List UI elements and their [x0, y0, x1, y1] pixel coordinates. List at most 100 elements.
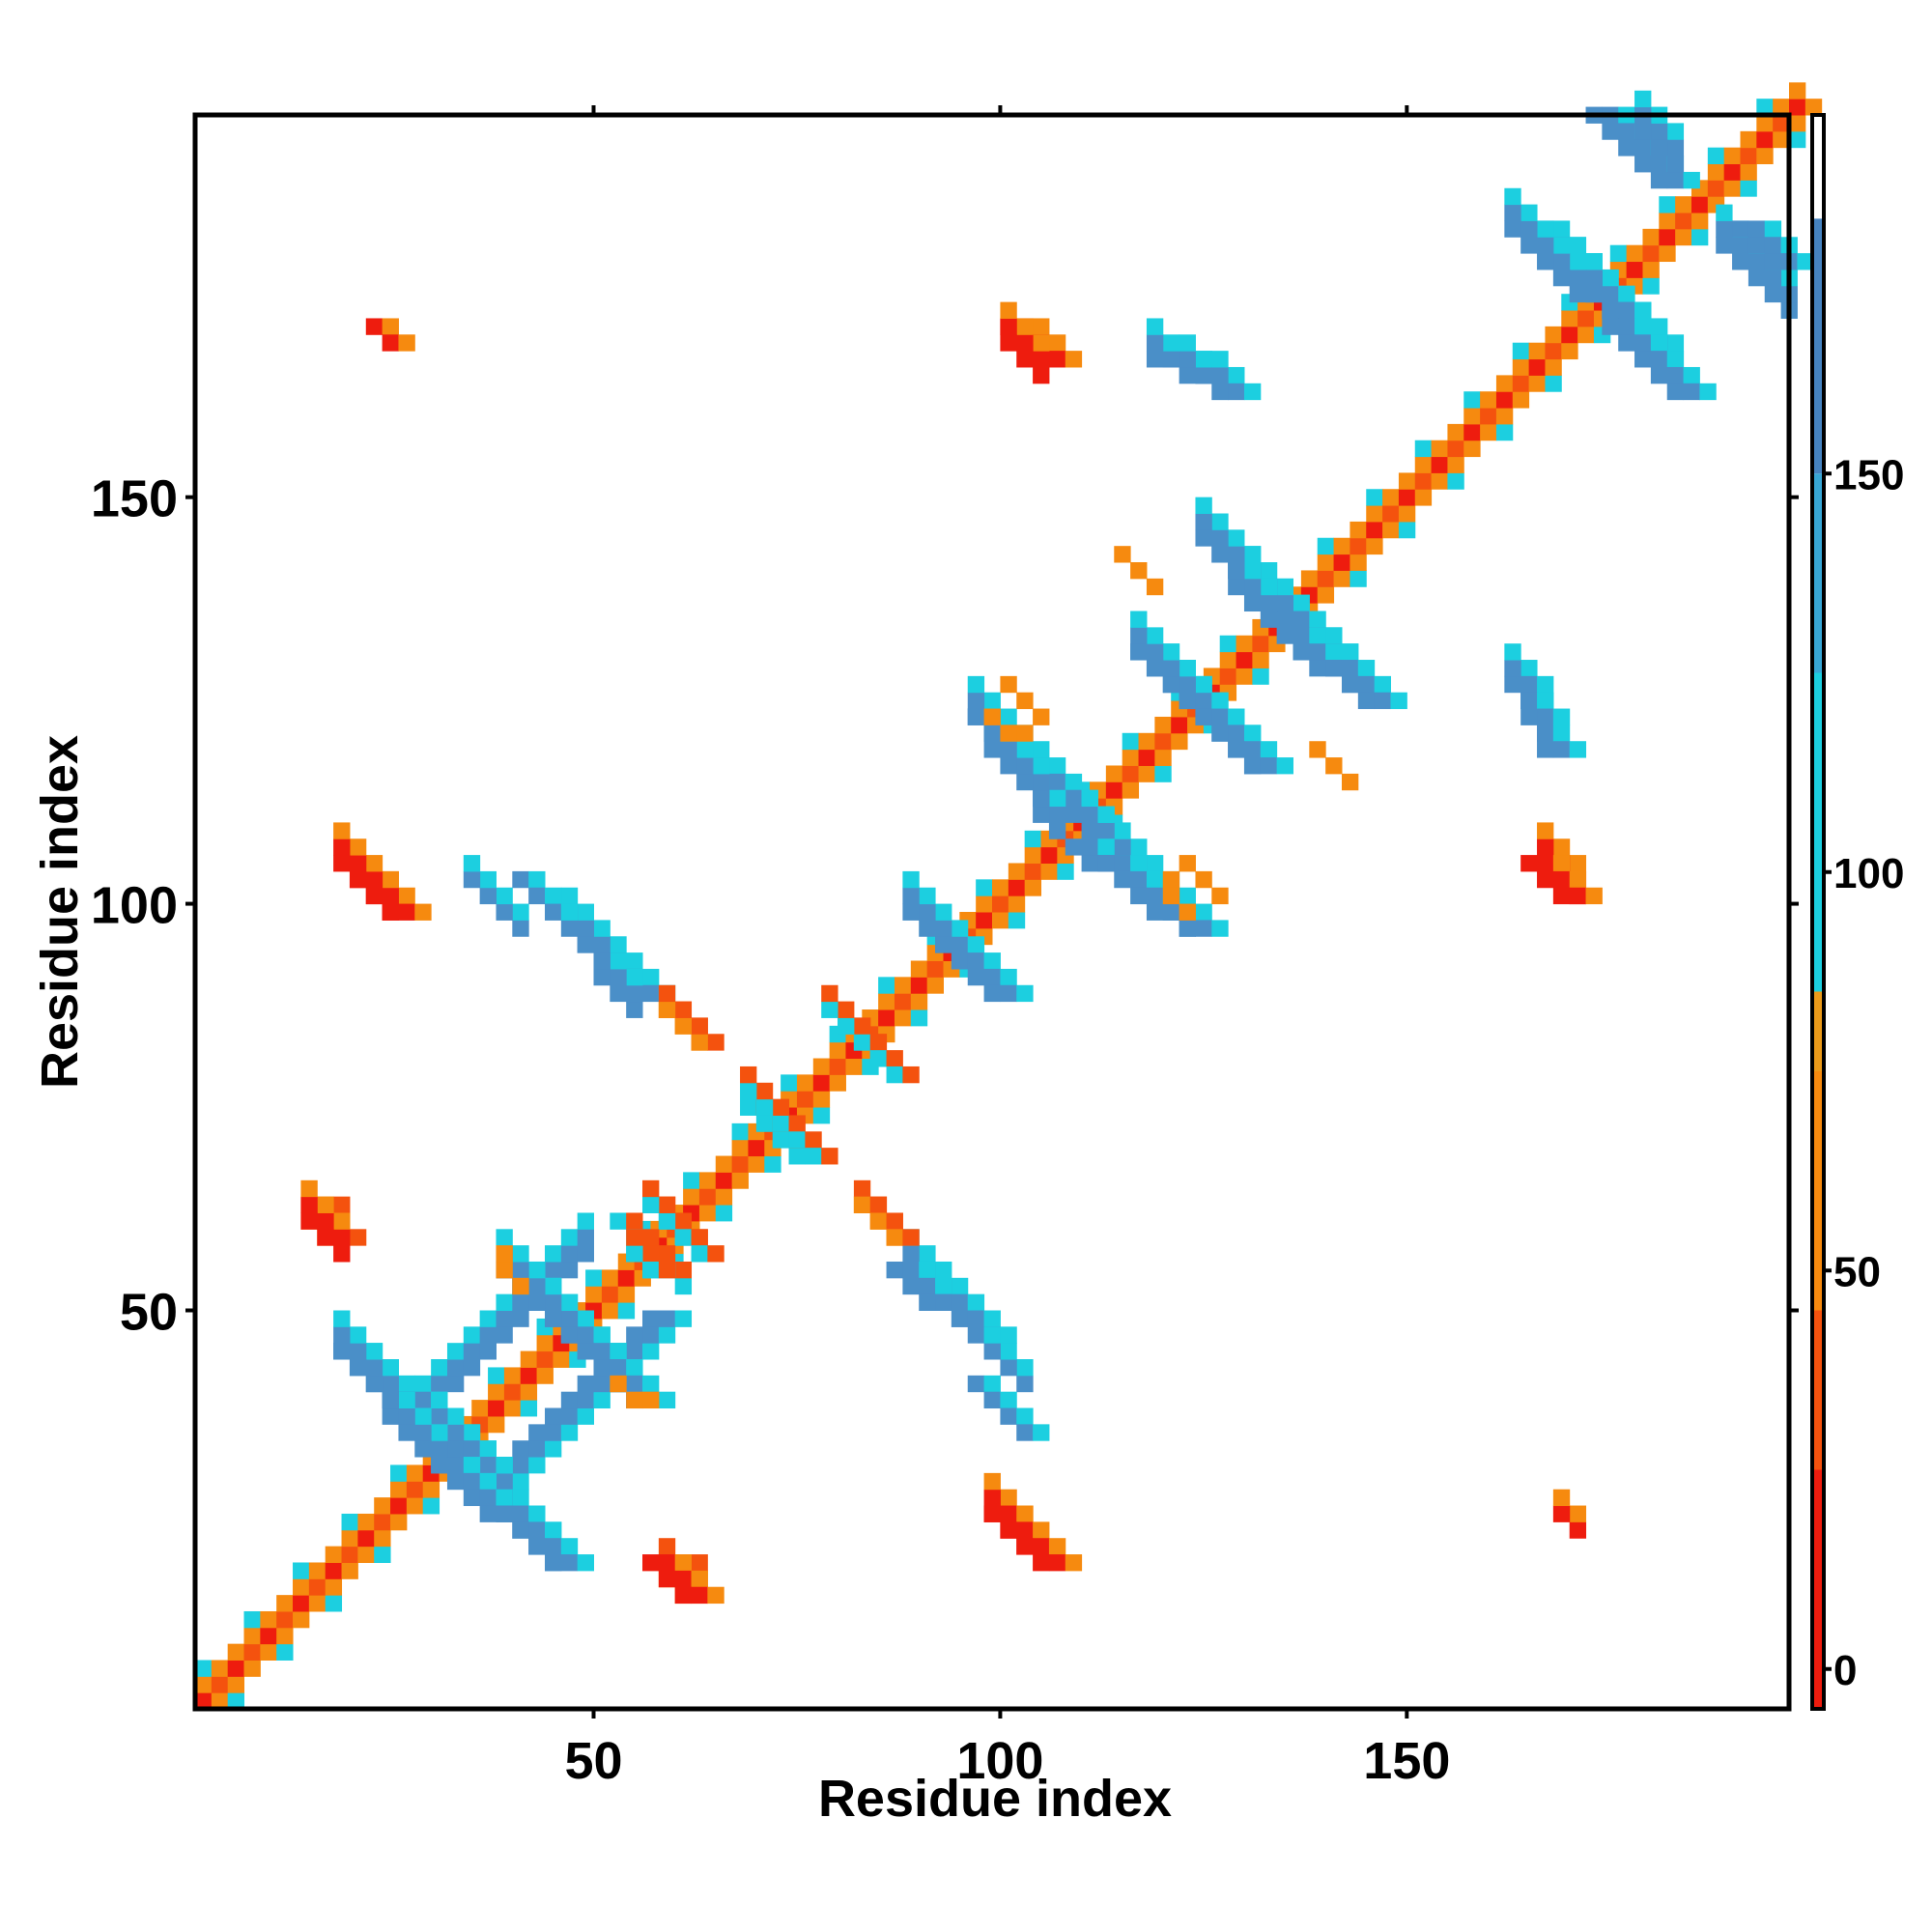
diagonal-cell: [1024, 846, 1042, 864]
contact-cell: [1000, 318, 1017, 335]
diagonal-cell: [390, 1513, 408, 1531]
contact-cell: [1195, 708, 1212, 725]
diagonal-cell: [1317, 537, 1335, 555]
contact-cell: [1537, 822, 1554, 839]
contact-cell: [577, 1212, 594, 1230]
contact-cell: [300, 1212, 318, 1230]
contact-cell: [951, 952, 969, 970]
diagonal-cell: [812, 1074, 831, 1092]
contact-cell: [1179, 855, 1196, 872]
diagonal-cell: [357, 1513, 375, 1531]
contact-cell: [1747, 237, 1766, 254]
diagonal-cell: [325, 1562, 343, 1579]
diagonal-cell: [325, 1546, 343, 1563]
contact-cell: [1552, 269, 1571, 287]
contact-cell: [951, 920, 969, 937]
diagonal-cell: [764, 1155, 781, 1173]
diagonal-cell: [325, 1595, 343, 1612]
contact-cell: [1048, 757, 1066, 775]
contact-cell: [1048, 1554, 1066, 1572]
contact-cell: [431, 1375, 448, 1393]
diagonal-cell: [781, 1074, 798, 1092]
contact-cell: [853, 1034, 871, 1051]
diagonal-cell: [1382, 489, 1400, 506]
diagonal-cell: [748, 1139, 765, 1157]
contact-cell: [626, 1375, 643, 1393]
contact-cell: [1260, 562, 1278, 580]
diagonal-cell: [1659, 228, 1676, 246]
contact-cell: [1081, 838, 1098, 856]
contact-cell: [512, 1245, 529, 1263]
diagonal-cell: [341, 1529, 358, 1548]
contact-cell: [658, 1261, 676, 1279]
contact-cell: [983, 1391, 1001, 1409]
contact-cell: [886, 1065, 903, 1084]
contact-cell: [1276, 757, 1293, 775]
contact-cell: [365, 1359, 384, 1377]
diagonal-cell: [1350, 554, 1367, 571]
contact-cell: [1618, 139, 1635, 156]
contact-cell: [512, 1261, 529, 1279]
contact-cell: [1552, 724, 1571, 742]
diagonal-cell: [1414, 440, 1433, 458]
contact-cell: [479, 1440, 497, 1458]
contact-cell: [886, 1212, 903, 1230]
contact-cell: [642, 1245, 660, 1263]
diagonal-cell: [1577, 326, 1595, 344]
contact-cell: [1162, 334, 1180, 352]
contact-cell: [463, 1457, 481, 1474]
contact-cell: [707, 1586, 724, 1605]
contact-cell: [1341, 675, 1359, 694]
diagonal-cell: [227, 1660, 245, 1677]
contact-cell: [560, 887, 579, 905]
diagonal-cell: [1382, 521, 1400, 539]
contact-cell: [1000, 675, 1017, 694]
contact-cell: [544, 1277, 562, 1295]
diagonal-cell: [211, 1692, 229, 1710]
contact-cell: [674, 1261, 693, 1279]
contact-cell: [935, 920, 952, 937]
contact-cell: [333, 1326, 351, 1344]
contact-cell: [1033, 318, 1050, 335]
contact-cell: [398, 903, 415, 921]
contact-cell: [1033, 789, 1050, 808]
diagonal-cell: [243, 1627, 261, 1645]
contact-cell: [902, 1277, 920, 1295]
contact-cell: [1357, 660, 1376, 677]
diagonal-cell: [731, 1155, 749, 1173]
contact-cell: [528, 1293, 546, 1311]
diagonal-cell: [878, 993, 895, 1010]
diagonal-cell: [1366, 505, 1383, 523]
diagonal-cell: [1138, 749, 1155, 766]
axis-ticks: 50 100 150 50 100 150: [91, 105, 1799, 1790]
contact-cell: [869, 1212, 888, 1230]
contact-cell: [1048, 1538, 1066, 1555]
diagonal-cell: [1463, 391, 1481, 409]
contact-cell: [1666, 383, 1685, 401]
diagonal-cell: [698, 1188, 717, 1206]
diagonal-cell: [731, 1139, 749, 1157]
contact-cell: [512, 1310, 529, 1327]
contact-cell: [398, 1391, 415, 1409]
contact-cell: [626, 952, 643, 970]
contact-cell: [560, 1554, 579, 1572]
diagonal-cell: [812, 1091, 831, 1108]
contact-cell: [1016, 741, 1034, 758]
contact-cell: [1374, 692, 1391, 710]
y-tick-label: 150: [91, 470, 178, 528]
diagonal-cell: [1789, 130, 1806, 149]
contact-cell: [382, 887, 399, 905]
contact-cell: [919, 920, 936, 937]
diagonal-cell: [1690, 213, 1709, 230]
contact-cell: [1130, 887, 1148, 905]
diagonal-cell: [1366, 521, 1383, 539]
contact-cell: [333, 838, 351, 856]
contact-cell: [967, 968, 985, 986]
contact-cell: [755, 1098, 774, 1116]
diagonal-cell: [683, 1172, 700, 1189]
diagonal-cell: [910, 960, 928, 978]
diagonal-cell: [422, 1497, 440, 1515]
contact-cell: [1666, 156, 1685, 173]
contact-cell: [1065, 838, 1083, 856]
contact-cell: [674, 1212, 693, 1230]
